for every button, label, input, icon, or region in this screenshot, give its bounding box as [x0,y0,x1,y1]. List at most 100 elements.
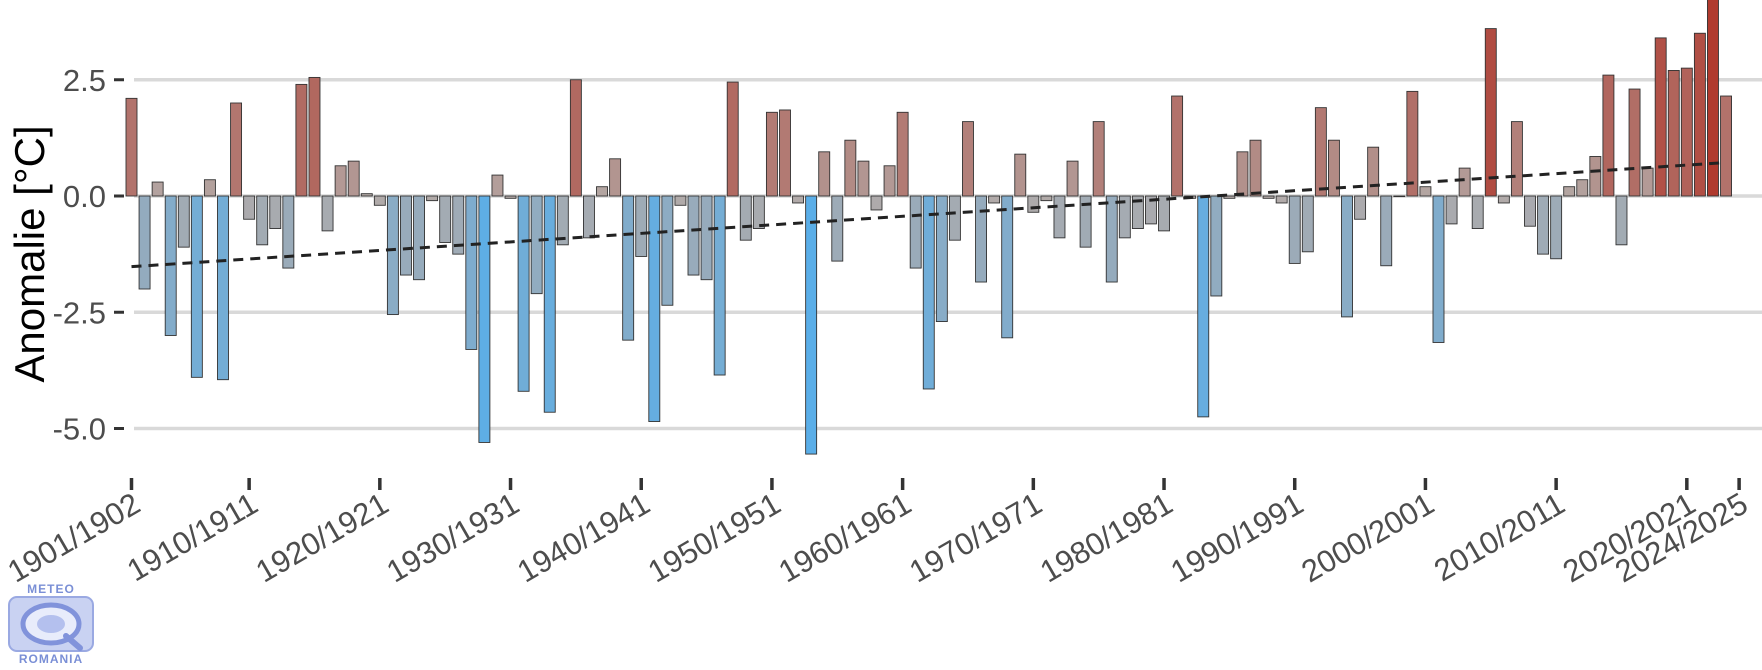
bars [125,0,1732,455]
bar [1354,195,1367,220]
meteo-romania-logo: METEO ROMANIA [5,582,97,666]
x-axis: 1901/19021910/19111920/19211930/19311940… [2,478,1754,589]
bar [1563,186,1576,197]
bar [988,195,1001,204]
bar [870,195,883,211]
bar [1524,195,1536,227]
bar [700,195,713,281]
bar [883,165,896,197]
bar [1197,195,1210,418]
bar [765,111,778,197]
bar [203,179,216,197]
bar [1720,95,1732,197]
bar [1327,139,1340,197]
bar [1249,139,1262,197]
bar [347,160,360,197]
bar [1589,156,1602,197]
bar [1014,153,1027,197]
x-tick-label: 1990/1991 [1165,486,1309,590]
bar [1236,151,1249,197]
bar [948,195,961,241]
bar [138,195,151,290]
bar [1092,121,1105,197]
bar [857,160,870,197]
bar [922,195,935,390]
bar [661,195,674,306]
bar [1001,195,1014,339]
bar [975,195,987,283]
trend-line-path [131,161,1727,269]
bar [1275,195,1288,204]
bar [1040,195,1053,202]
bar [1576,179,1589,197]
trend-line [131,161,1727,269]
bar [1641,167,1654,197]
bar [569,79,582,197]
bar [308,76,321,197]
bar [282,195,295,269]
bar [465,195,478,350]
bar [674,195,687,206]
bar [1131,195,1144,229]
bar [1105,195,1118,283]
bar [530,195,543,295]
bar [635,195,648,257]
x-tick-label: 1940/1941 [511,486,655,590]
bar [1680,67,1693,197]
bar [413,195,425,281]
bar [1471,195,1484,229]
bar [935,195,948,323]
bar [648,195,661,422]
bar [1419,186,1432,197]
bar [1367,146,1380,197]
bar [1288,195,1301,264]
bar [439,195,452,243]
bar [1615,195,1628,246]
bar [256,195,269,246]
bar [1406,90,1419,197]
bar [1027,195,1040,213]
bar [1053,195,1066,239]
bar [295,83,308,197]
bar [321,195,334,232]
bar [1262,195,1275,199]
bar [1693,32,1706,197]
bar [1118,195,1131,239]
bar [1445,195,1458,225]
x-tick-label: 1970/1971 [903,486,1047,590]
bar [1301,195,1314,253]
x-tick-label: 1920/1921 [250,486,394,590]
bar [1707,0,1719,197]
bar [269,195,282,229]
bar [596,186,608,197]
bar [230,102,243,197]
x-tick-label: 1901/1902 [2,486,146,590]
bar [1654,37,1667,197]
bar [1510,121,1523,197]
bar [125,97,138,197]
bar [478,195,491,443]
bar [1223,195,1236,199]
x-tick-label: 1980/1981 [1034,486,1178,590]
bar [687,195,700,276]
bar [243,195,256,220]
bar [386,195,399,316]
x-tick-label: 1960/1961 [773,486,917,590]
bar [190,195,203,378]
bar [622,195,635,341]
y-axis: 2.5 0.0 -2.5 -5.0 [53,63,124,447]
x-tick-label: 1910/1911 [121,486,263,588]
bar [1667,69,1680,197]
bar [400,195,412,276]
bar [1380,195,1393,267]
bar [334,165,347,197]
logo-emblem-icon [8,596,94,652]
bar [896,111,909,197]
bar [739,195,752,241]
bar [1628,88,1641,197]
x-tick-label: 2000/2001 [1295,486,1439,590]
bar [373,195,386,206]
bar [360,193,373,197]
bar [752,195,765,229]
bar [452,195,465,255]
